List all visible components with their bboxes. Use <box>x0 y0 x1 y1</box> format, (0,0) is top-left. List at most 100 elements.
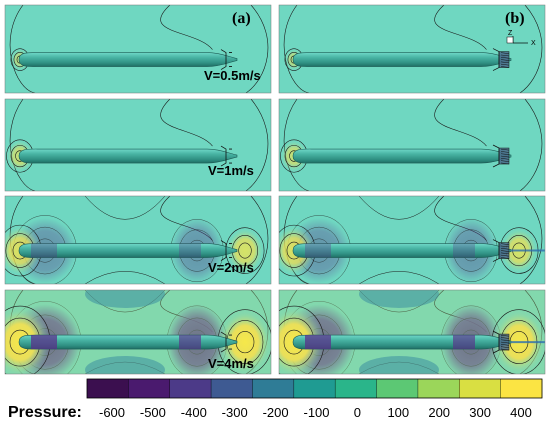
colorbar-segment-8 <box>417 379 460 398</box>
panel-row4-col-b <box>278 289 546 375</box>
propeller-blade <box>500 148 510 151</box>
hull-low-pressure-band <box>453 335 475 350</box>
colorbar-segment-0 <box>87 379 129 398</box>
contour-line <box>519 196 543 284</box>
contour-line <box>160 99 213 147</box>
propeller-blade <box>500 348 510 351</box>
propeller-blade <box>500 151 510 153</box>
propeller-blade <box>500 63 510 66</box>
low-pressure-zone <box>359 290 439 308</box>
hull-low-pressure-band <box>453 243 475 258</box>
contour-line <box>358 196 440 220</box>
tail-fins <box>492 239 500 262</box>
tail-fins <box>220 145 227 167</box>
panel-border <box>278 195 546 285</box>
submarine-hull <box>292 52 512 67</box>
panel-border <box>4 4 272 94</box>
panel-row3-col-a <box>4 195 272 285</box>
colorbar-tick-label: 300 <box>469 405 491 420</box>
propeller-blade <box>500 59 510 61</box>
hull-low-pressure-band <box>179 335 201 350</box>
propeller-blade <box>500 346 510 348</box>
velocity-label-row-3: V=2m/s <box>208 260 254 275</box>
tail-fins <box>229 52 232 67</box>
propeller-blade <box>500 341 510 344</box>
propeller-blade <box>500 254 510 257</box>
propeller-blade <box>500 52 510 54</box>
contour-line <box>434 99 487 147</box>
propeller-blade <box>500 337 510 339</box>
contour-line <box>245 196 269 284</box>
low-pressure-zone <box>359 356 439 374</box>
panel-border <box>278 4 546 94</box>
panel-row3-col-b <box>278 195 546 285</box>
colorbar-tick-label: 400 <box>510 405 532 420</box>
velocity-label-row-4: V=4m/s <box>208 356 254 371</box>
propeller-blade <box>500 257 510 259</box>
colorbar-tick-label: -300 <box>221 405 248 420</box>
panel-background <box>5 5 271 93</box>
submarine-hull <box>18 243 238 258</box>
contour-line <box>238 242 252 259</box>
panel-border <box>4 98 272 192</box>
colorbar-segment-4 <box>252 379 295 398</box>
panel-border <box>4 195 272 285</box>
contour-line <box>84 271 166 284</box>
propeller-blade <box>500 344 510 346</box>
panel-label-b: (b) <box>505 10 525 27</box>
hull-low-pressure-band <box>31 335 57 350</box>
propeller-blade <box>500 158 510 160</box>
propeller-blade <box>500 66 510 68</box>
contour-line <box>519 5 543 93</box>
propeller-blade <box>500 57 510 59</box>
colorbar-segment-6 <box>335 379 377 398</box>
propeller-blade <box>500 155 510 158</box>
panel-border <box>278 98 546 192</box>
colorbar-frame <box>86 378 543 399</box>
hull-low-pressure-band <box>179 243 201 258</box>
colorbar-title: Pressure: <box>8 404 82 421</box>
tail-fins <box>229 148 232 164</box>
hull-low-pressure-band <box>305 243 331 258</box>
contour-line <box>519 99 543 191</box>
submarine-hull <box>18 52 238 67</box>
axis-x-label: X <box>531 40 536 47</box>
propeller-blade <box>500 334 510 337</box>
tail-fins <box>220 331 227 353</box>
panel-background <box>279 5 545 93</box>
propeller-blade <box>500 160 510 162</box>
tail-fins <box>220 49 227 70</box>
tail-fins <box>220 240 227 261</box>
tail-fins <box>229 334 232 350</box>
hull-low-pressure-band <box>31 243 57 258</box>
low-pressure-zone <box>85 356 165 374</box>
submarine-hull <box>18 148 238 164</box>
tail-fins <box>492 144 500 168</box>
panel-row2-col-a <box>4 98 272 192</box>
propeller-blade <box>500 54 510 57</box>
velocity-label-row-1: V=0.5m/s <box>204 68 261 83</box>
tail-fins <box>492 48 500 71</box>
colorbar-segment-5 <box>293 379 336 398</box>
axis-triad-box <box>506 36 514 44</box>
panel-label-a: (a) <box>232 10 251 27</box>
tail-high-pressure <box>225 227 265 274</box>
panel-border <box>4 289 272 375</box>
colorbar-tick-label: -500 <box>139 405 166 420</box>
colorbar-segment-3 <box>211 379 253 398</box>
tail-fins <box>229 243 232 258</box>
hull-low-pressure-band <box>305 335 331 350</box>
colorbar-segment-9 <box>459 379 502 398</box>
panel-background <box>5 99 271 191</box>
colorbar-tick-label: -200 <box>262 405 289 420</box>
colorbar-tick-label: 0 <box>353 405 362 420</box>
propeller-blade <box>500 248 510 250</box>
tail-fins <box>492 330 500 354</box>
contour-line <box>358 271 440 284</box>
colorbar-tick-label: 200 <box>428 405 451 420</box>
colorbar-tick-label: -600 <box>98 405 126 420</box>
contour-line <box>84 196 166 220</box>
propeller-blade <box>500 250 510 252</box>
propeller-blade <box>500 245 510 248</box>
colorbar-segment-10 <box>500 379 543 398</box>
